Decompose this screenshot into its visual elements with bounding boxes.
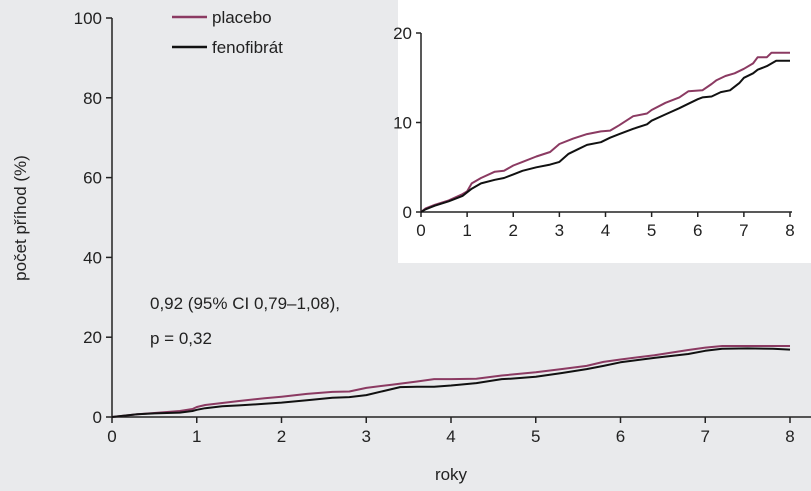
main-y-tick-label: 60 <box>83 169 102 188</box>
main-x-tick-label: 5 <box>531 427 540 446</box>
inset-line-placebo <box>420 51 790 213</box>
y-axis-label: počet příhod (%) <box>11 155 30 281</box>
main-y-tick-label: 100 <box>74 9 102 28</box>
main-x-tick-label: 6 <box>616 427 625 446</box>
p-value-text: p = 0,32 <box>150 329 212 348</box>
inset-y-tick-label: 10 <box>393 114 412 133</box>
inset-x-tick-label: 1 <box>462 221 471 240</box>
inset-line-fenofibrat <box>420 59 790 213</box>
main-y-tick-label: 20 <box>83 328 102 347</box>
main-x-tick-label: 0 <box>107 427 116 446</box>
inset-x-tick-label: 3 <box>555 221 564 240</box>
main-x-tick-label: 1 <box>192 427 201 446</box>
inset-x-tick-label: 4 <box>601 221 610 240</box>
main-y-tick-label: 0 <box>93 408 102 427</box>
inset-x-tick-label: 5 <box>647 221 656 240</box>
legend-label-placebo: placebo <box>212 8 272 27</box>
inset-x-tick-label: 2 <box>509 221 518 240</box>
inset-y-tick-label: 20 <box>393 24 412 43</box>
main-y-tick-label: 40 <box>83 248 102 267</box>
main-line-fenofibrat <box>111 347 791 418</box>
x-axis-label: roky <box>435 465 468 484</box>
main-y-tick-label: 80 <box>83 89 102 108</box>
inset-x-tick-label: 0 <box>416 221 425 240</box>
hazard-ratio-text: 0,92 (95% CI 0,79–1,08), <box>150 294 340 313</box>
main-x-tick-label: 7 <box>701 427 710 446</box>
legend: placebo fenofibrát <box>172 8 283 57</box>
inset-x-tick-label: 6 <box>693 221 702 240</box>
inset-x-tick-label: 8 <box>785 221 794 240</box>
inset-y-tick-label: 0 <box>403 203 412 222</box>
main-x-tick-label: 8 <box>785 427 794 446</box>
legend-label-fenofibrat: fenofibrát <box>212 38 283 57</box>
main-line-placebo <box>111 345 790 418</box>
main-x-tick-label: 4 <box>446 427 455 446</box>
main-x-tick-label: 2 <box>277 427 286 446</box>
inset-x-tick-label: 7 <box>739 221 748 240</box>
main-x-tick-label: 3 <box>362 427 371 446</box>
